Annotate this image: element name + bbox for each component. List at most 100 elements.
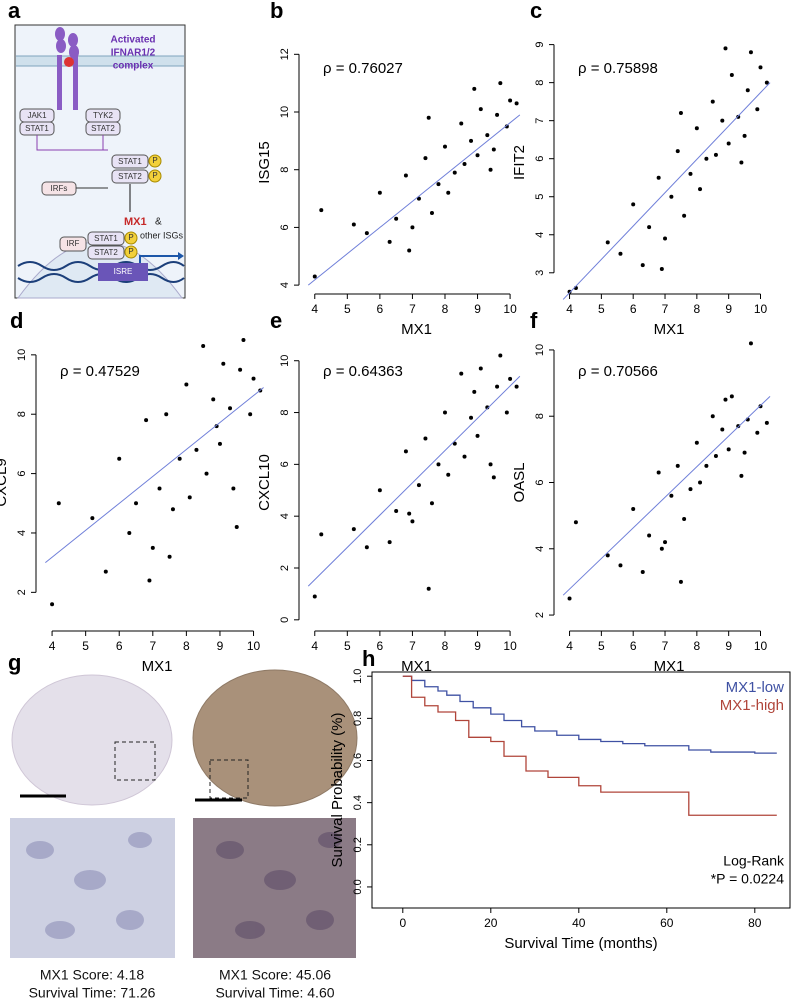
point bbox=[469, 138, 474, 143]
point bbox=[495, 384, 500, 389]
point bbox=[659, 266, 664, 271]
point bbox=[504, 124, 509, 129]
x-tick-label: 7 bbox=[409, 639, 416, 653]
y-tick-label: 0.4 bbox=[352, 795, 364, 810]
annotation: ρ = 0.47529 bbox=[60, 363, 140, 380]
panel-label: a bbox=[8, 0, 21, 23]
protein-label: STAT2 bbox=[94, 248, 118, 257]
phospho-dot bbox=[124, 245, 138, 259]
point bbox=[312, 594, 317, 599]
diagram: a Activated IFNAR1/2 complex JAK1 STAT1 … bbox=[8, 0, 186, 299]
point bbox=[436, 182, 441, 187]
y-axis-label: Survival Probability (%) bbox=[329, 712, 346, 867]
point bbox=[407, 511, 412, 516]
y-tick-label: 3 bbox=[534, 270, 546, 276]
trend-line bbox=[562, 395, 771, 596]
protein-label: STAT2 bbox=[118, 172, 142, 181]
point bbox=[669, 493, 674, 498]
y-tick-label: 1.0 bbox=[352, 669, 364, 684]
x-tick-label: 20 bbox=[484, 916, 498, 930]
x-tick-label: 4 bbox=[49, 639, 56, 653]
point bbox=[605, 553, 610, 558]
x-tick-label: 7 bbox=[662, 302, 669, 316]
x-tick-label: 5 bbox=[82, 639, 89, 653]
y-tick-label: 0.2 bbox=[352, 837, 364, 852]
point bbox=[495, 112, 500, 117]
x-tick-label: 10 bbox=[503, 302, 517, 316]
point bbox=[228, 406, 233, 411]
x-axis-label: MX1 bbox=[401, 658, 432, 675]
point bbox=[640, 263, 645, 268]
point bbox=[211, 397, 216, 402]
x-tick-label: 8 bbox=[442, 302, 449, 316]
point bbox=[351, 527, 356, 532]
y-tick-label: 5 bbox=[534, 194, 546, 200]
point bbox=[764, 420, 769, 425]
y-tick-label: 10 bbox=[534, 344, 546, 356]
point bbox=[656, 175, 661, 180]
point bbox=[177, 456, 182, 461]
point bbox=[631, 507, 636, 512]
complex-label: IFNAR1/2 bbox=[111, 48, 156, 59]
x-tick-label: 4 bbox=[566, 302, 573, 316]
point bbox=[221, 361, 226, 366]
point bbox=[605, 240, 610, 245]
point bbox=[755, 430, 760, 435]
y-tick-label: 9 bbox=[534, 42, 546, 48]
point bbox=[682, 213, 687, 218]
point bbox=[446, 472, 451, 477]
image-caption: MX1 Score: 4.18 bbox=[40, 967, 144, 983]
y-tick-label: 8 bbox=[279, 167, 291, 173]
y-axis-label: ISG15 bbox=[256, 141, 273, 184]
point bbox=[472, 86, 477, 91]
point bbox=[234, 525, 239, 530]
point bbox=[459, 371, 464, 376]
gene-label: MX1 bbox=[124, 216, 147, 228]
plot-frame bbox=[371, 671, 791, 909]
point bbox=[618, 251, 623, 256]
zoom-box bbox=[114, 741, 156, 781]
y-tick-label: 10 bbox=[279, 106, 291, 118]
zoom-box bbox=[209, 759, 249, 799]
y-tick-label: 8 bbox=[534, 80, 546, 86]
isre-box bbox=[98, 263, 148, 281]
x-axis-label: MX1 bbox=[401, 321, 432, 338]
point bbox=[469, 415, 474, 420]
point bbox=[452, 170, 457, 175]
x-tick-label: 6 bbox=[116, 639, 123, 653]
phospho-label: P bbox=[152, 171, 157, 180]
y-tick-label: 4 bbox=[279, 513, 291, 519]
y-tick-label: 7 bbox=[534, 118, 546, 124]
point bbox=[748, 50, 753, 55]
x-tick-label: 10 bbox=[503, 639, 517, 653]
image-caption: MX1 Score: 45.06 bbox=[219, 967, 331, 983]
point bbox=[204, 471, 209, 476]
point bbox=[488, 462, 493, 467]
point bbox=[194, 447, 199, 452]
protein-box bbox=[111, 169, 149, 184]
y-tick-label: 8 bbox=[279, 409, 291, 415]
point bbox=[319, 532, 324, 537]
point bbox=[567, 289, 572, 294]
point bbox=[416, 196, 421, 201]
image-caption: Survival Time: 4.60 bbox=[215, 985, 334, 1001]
trend-line bbox=[307, 375, 521, 587]
point bbox=[669, 194, 674, 199]
point bbox=[319, 208, 324, 213]
point bbox=[475, 433, 480, 438]
point bbox=[117, 456, 122, 461]
point bbox=[387, 239, 392, 244]
point bbox=[364, 231, 369, 236]
legend-entry: MX1-high bbox=[720, 697, 784, 714]
point bbox=[429, 501, 434, 506]
point bbox=[387, 540, 392, 545]
phospho-dot bbox=[148, 169, 162, 183]
tissue-core bbox=[11, 674, 173, 806]
point bbox=[508, 98, 513, 103]
y-tick-label: 4 bbox=[279, 282, 291, 288]
point bbox=[704, 463, 709, 468]
point bbox=[231, 486, 236, 491]
x-axis-label: MX1 bbox=[142, 658, 173, 675]
panel-label: f bbox=[530, 308, 538, 333]
point bbox=[150, 545, 155, 550]
